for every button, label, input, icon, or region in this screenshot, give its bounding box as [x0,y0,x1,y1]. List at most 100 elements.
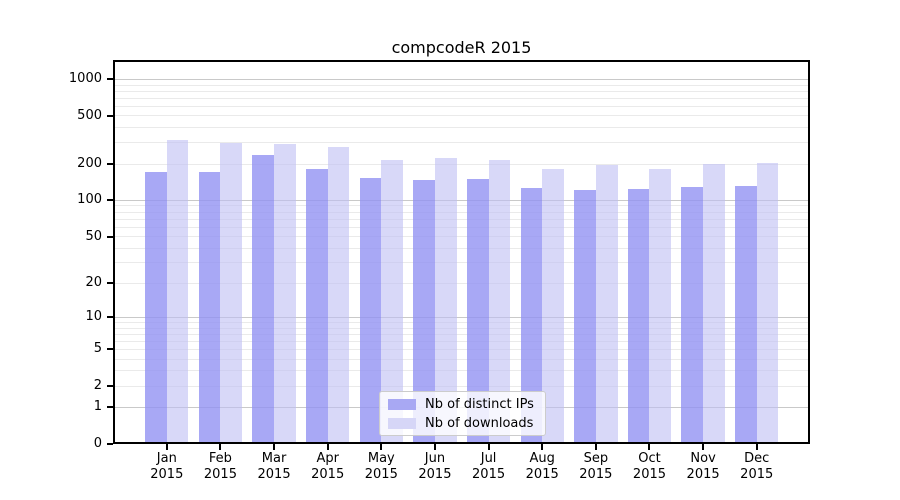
bar-downloads [703,163,725,444]
x-tick-mark [541,443,544,450]
y-tick-mark [107,443,113,445]
y-tick-mark [107,406,113,409]
y-tick-label: 200 [77,156,102,172]
y-tick-label: 5 [93,341,102,357]
bar-distinct-ips [466,179,489,444]
y-gridline-minor [114,340,809,342]
y-gridline-minor [114,385,809,387]
y-gridline-minor [114,127,809,129]
x-tick-label: Mar 2015 [257,451,291,482]
y-tick-mark [107,282,113,285]
x-tick-label: Jun 2015 [418,451,452,482]
y-tick-mark [107,199,113,202]
y-gridline-major [114,78,809,80]
x-tick-label: Oct 2015 [632,451,667,482]
y-gridline-minor [114,115,809,117]
bar-downloads [381,160,403,444]
x-tick-label: Apr 2015 [311,451,345,482]
bar-downloads [220,142,243,444]
bar-distinct-ips [198,172,221,444]
bar-distinct-ips [413,179,435,444]
y-gridline-minor [114,247,809,249]
legend-item-downloads: Nb of downloads [388,416,537,431]
bar-distinct-ips [305,168,328,444]
y-gridline-minor [114,262,809,264]
y-tick-mark [107,235,113,238]
x-tick-mark [326,443,329,450]
x-tick-mark [702,443,705,450]
y-gridline-minor [114,90,809,92]
y-tick-label: 2 [93,378,102,394]
y-tick-mark [107,78,113,81]
y-gridline-minor [114,370,809,372]
bar-downloads [166,139,189,444]
y-gridline-minor [114,348,809,350]
y-tick-mark [107,385,113,388]
x-tick-label: Feb 2015 [203,451,237,482]
y-gridline-minor [114,211,809,213]
chart-title: compcodeR 2015 [391,38,532,57]
bar-distinct-ips [252,155,275,444]
x-tick-mark [165,443,168,450]
y-tick-mark [107,348,113,351]
y-gridline-minor [114,105,809,107]
bar-distinct-ips [520,187,543,444]
y-gridline-minor [114,327,809,329]
y-gridline-minor [114,226,809,228]
y-gridline-major [114,316,809,318]
y-tick-mark [107,163,113,166]
legend-swatch-distinct-ips [388,398,416,410]
bar-distinct-ips [627,188,650,444]
legend-item-distinct-ips: Nb of distinct IPs [388,397,537,412]
x-tick-mark [380,443,383,450]
bar-distinct-ips [145,172,167,444]
bar-downloads [274,143,296,444]
legend: Nb of distinct IPs Nb of downloads [379,391,546,436]
y-gridline-minor [114,236,809,238]
x-tick-label: Jan 2015 [150,451,184,482]
y-tick-label: 50 [85,228,102,244]
x-tick-mark [594,443,597,450]
x-tick-label: Aug 2015 [525,451,559,482]
y-gridline-minor [114,84,809,86]
bar-downloads [542,168,564,444]
y-gridline-minor [114,358,809,360]
x-tick-label: Nov 2015 [686,451,720,482]
x-tick-mark [755,443,758,450]
bar-downloads [595,165,618,444]
y-tick-label: 1 [93,399,102,415]
x-tick-mark [273,443,276,450]
y-tick-label: 1000 [68,71,102,87]
bar-distinct-ips [574,190,596,444]
bar-downloads [488,159,511,444]
y-gridline-minor [114,333,809,335]
bar-downloads [756,163,779,444]
y-gridline-minor [114,163,809,165]
bar-distinct-ips [735,185,757,444]
bar-downloads [434,158,457,444]
y-gridline-minor [114,322,809,323]
bar-distinct-ips [359,177,382,444]
x-tick-mark [219,443,222,450]
y-gridline-minor [114,282,809,284]
x-tick-label: Dec 2015 [740,451,774,482]
x-tick-mark [648,443,651,450]
legend-swatch-downloads [388,417,416,429]
y-tick-label: 20 [85,275,102,291]
y-gridline-minor [114,218,809,220]
x-tick-label: Sep 2015 [579,451,613,482]
bar-downloads [649,168,672,444]
x-tick-label: May 2015 [364,451,398,482]
y-gridline-minor [114,142,809,144]
x-tick-mark [433,443,436,450]
y-gridline-minor [114,205,809,207]
x-tick-label: Jul 2015 [472,451,506,482]
y-tick-label: 10 [85,309,102,325]
legend-label-distinct-ips: Nb of distinct IPs [425,396,534,412]
y-tick-label: 100 [77,192,102,208]
y-tick-mark [107,114,113,117]
